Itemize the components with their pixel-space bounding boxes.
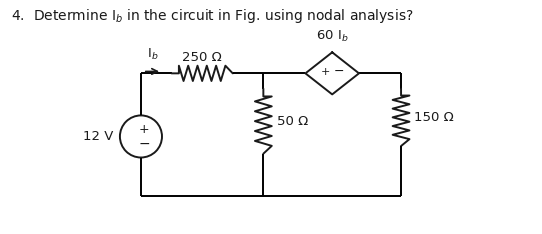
Text: −: −	[334, 65, 344, 78]
Text: 60 I$_b$: 60 I$_b$	[316, 29, 349, 44]
Text: 50 Ω: 50 Ω	[277, 115, 308, 128]
Text: +: +	[321, 67, 330, 77]
Text: +: +	[139, 124, 150, 136]
Text: 12 V: 12 V	[83, 130, 113, 143]
Text: 250 Ω: 250 Ω	[182, 51, 222, 64]
Text: −: −	[138, 137, 150, 151]
Text: 4.  Determine I$_b$ in the circuit in Fig. using nodal analysis?: 4. Determine I$_b$ in the circuit in Fig…	[11, 7, 414, 25]
Text: I$_b$: I$_b$	[147, 47, 158, 62]
Text: 150 Ω: 150 Ω	[415, 111, 454, 124]
